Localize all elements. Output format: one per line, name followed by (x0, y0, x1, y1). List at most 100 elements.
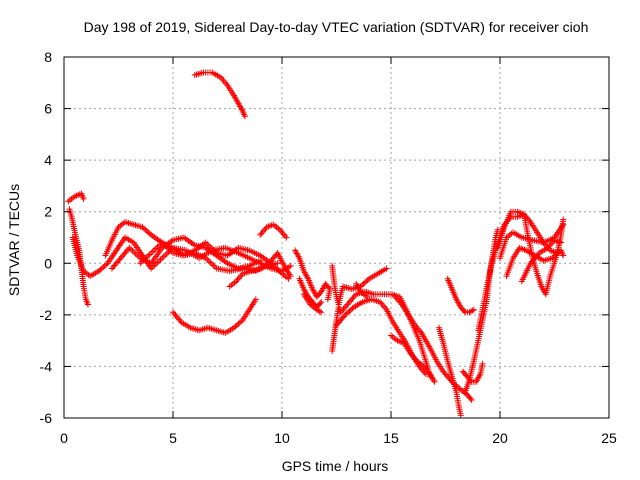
series-s26 (503, 244, 567, 280)
data-points (65, 69, 567, 419)
series-s9 (170, 296, 259, 336)
data-point (103, 261, 110, 268)
y-tick-label: -2 (40, 307, 53, 323)
data-point (383, 265, 390, 272)
data-point (470, 306, 477, 313)
data-point (469, 307, 476, 314)
data-point (318, 309, 325, 316)
series-s17 (353, 280, 371, 300)
data-point (283, 234, 290, 241)
data-point (233, 322, 240, 329)
data-point (236, 319, 243, 326)
chart-title: Day 198 of 2019, Sidereal Day-to-day VTE… (84, 19, 589, 35)
data-point (558, 239, 565, 246)
data-point (98, 265, 105, 272)
series-s19 (392, 293, 475, 403)
x-tick-label: 25 (601, 430, 617, 446)
series-s1 (65, 190, 87, 205)
data-point (550, 253, 557, 260)
data-point (143, 228, 150, 235)
series-s18 (388, 332, 438, 385)
y-tick-label: 0 (44, 255, 52, 271)
data-point (100, 264, 107, 271)
data-point (553, 251, 560, 258)
data-point (346, 307, 353, 314)
data-point (560, 216, 567, 223)
data-point (316, 308, 323, 315)
data-point (364, 293, 371, 300)
series-s13 (300, 291, 325, 316)
data-point (146, 230, 153, 237)
data-point (364, 277, 371, 284)
x-tick-label: 15 (383, 430, 399, 446)
series-s8 (191, 69, 248, 120)
series-s11 (292, 247, 333, 303)
x-axis-label: GPS time / hours (282, 458, 389, 474)
y-tick-label: 2 (44, 204, 52, 220)
series-s6 (137, 239, 292, 282)
data-point (84, 301, 91, 308)
data-point (325, 284, 332, 291)
data-point (431, 378, 438, 385)
data-point (101, 262, 108, 269)
data-point (97, 266, 104, 273)
data-point (348, 306, 355, 313)
series-s2 (66, 206, 91, 308)
x-tick-label: 20 (492, 430, 508, 446)
data-point (345, 309, 352, 316)
data-point (361, 279, 368, 286)
data-point (468, 396, 475, 403)
data-point (457, 412, 464, 419)
x-tick-label: 5 (169, 430, 177, 446)
data-point (552, 252, 559, 259)
y-tick-label: -6 (40, 410, 53, 426)
data-point (257, 257, 264, 264)
data-point (145, 229, 152, 236)
data-point (139, 224, 146, 231)
data-point (177, 318, 184, 325)
data-point (287, 262, 294, 269)
data-point (287, 273, 294, 280)
data-point (317, 300, 324, 307)
data-point (363, 278, 370, 285)
data-point (238, 318, 245, 325)
y-tick-label: 8 (44, 49, 52, 65)
data-point (560, 252, 567, 259)
data-point (560, 221, 567, 228)
x-tick-label: 10 (274, 430, 290, 446)
y-tick-label: -4 (40, 358, 53, 374)
data-point (549, 255, 556, 262)
data-point (232, 323, 239, 330)
data-point (461, 307, 468, 314)
x-tick-label: 0 (60, 430, 68, 446)
series-s5 (108, 234, 264, 272)
data-point (241, 113, 248, 120)
data-point (140, 225, 147, 232)
y-tick-label: 4 (44, 152, 52, 168)
data-point (274, 260, 281, 267)
data-point (95, 268, 102, 275)
data-point (252, 296, 259, 303)
data-point (555, 249, 562, 256)
y-axis-label: SDTVAR / TECUs (6, 184, 22, 296)
data-point (534, 251, 541, 258)
series-s22 (459, 360, 486, 385)
plot-border (63, 56, 610, 419)
data-point (342, 311, 349, 318)
data-point (467, 395, 474, 402)
data-point (231, 324, 238, 331)
gridlines (64, 57, 609, 418)
axis-ticks: 0 5 10 15 20 25 -6 -4 -2 0 2 4 6 8 (40, 49, 617, 446)
data-point (80, 195, 87, 202)
series-s7 (226, 249, 294, 290)
series-s21 (444, 275, 477, 316)
data-point (324, 296, 331, 303)
data-point (235, 320, 242, 327)
data-point (340, 313, 347, 320)
data-point (142, 226, 149, 233)
y-tick-label: 6 (44, 101, 52, 117)
series-s10 (257, 221, 290, 241)
data-point (318, 298, 325, 305)
data-point (454, 384, 461, 391)
